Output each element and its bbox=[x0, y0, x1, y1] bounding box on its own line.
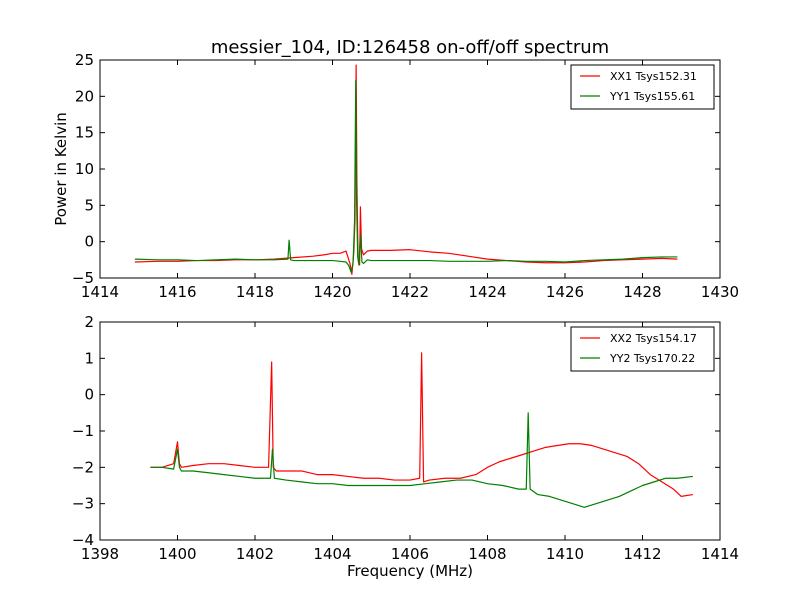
y-tick-label: 0 bbox=[84, 386, 94, 404]
x-tick-label: 1400 bbox=[158, 545, 196, 563]
bottom-x-ticks: 1398 1400 1402 1404 1406 1408 1410 1412 1414 bbox=[81, 322, 739, 563]
y-tick-label: 5 bbox=[84, 196, 94, 214]
legend-label-xx1: XX1 Tsys152.31 bbox=[610, 70, 697, 83]
chart-title: messier_104, ID:126458 on-off/off spectr… bbox=[211, 37, 609, 58]
top-y-ticks: −5 0 5 10 15 20 25 bbox=[72, 51, 720, 287]
legend-label-xx2: XX2 Tsys154.17 bbox=[610, 332, 697, 345]
y-tick-label: 2 bbox=[84, 313, 94, 331]
y-tick-label: 1 bbox=[84, 349, 94, 367]
x-tick-label: 1414 bbox=[701, 545, 739, 563]
series-line-yy2 bbox=[150, 412, 693, 508]
legend-label-yy2: YY2 Tsys170.22 bbox=[609, 352, 695, 365]
x-tick-label: 1404 bbox=[313, 545, 351, 563]
x-tick-label: 1416 bbox=[158, 283, 196, 301]
top-panel: 1414 1416 1418 1420 1422 1424 1426 1428 1430 −5 0… bbox=[52, 51, 739, 301]
y-tick-label: −2 bbox=[72, 458, 94, 476]
top-x-ticks: 1414 1416 1418 1420 1422 1424 1426 1428 1430 bbox=[81, 60, 739, 301]
bottom-legend: XX2 Tsys154.17 YY2 Tsys170.22 bbox=[570, 326, 715, 372]
bottom-x-axis-label: Frequency (MHz) bbox=[347, 562, 473, 580]
x-tick-label: 1428 bbox=[623, 283, 661, 301]
bottom-y-ticks: −4 −3 −2 −1 0 1 2 bbox=[72, 313, 720, 549]
x-tick-label: 1410 bbox=[546, 545, 584, 563]
y-tick-label: −4 bbox=[72, 531, 94, 549]
x-tick-label: 1402 bbox=[236, 545, 274, 563]
series-line-xx2 bbox=[150, 352, 693, 497]
bottom-panel: 1398 1400 1402 1404 1406 1408 1410 1412 1414 −4−… bbox=[72, 313, 739, 580]
x-tick-label: 1418 bbox=[236, 283, 274, 301]
bottom-series-lines bbox=[150, 352, 693, 508]
y-tick-label: 20 bbox=[75, 87, 94, 105]
y-tick-label: 10 bbox=[75, 160, 94, 178]
y-tick-label: −3 bbox=[72, 495, 94, 513]
series-line-yy1 bbox=[134, 79, 678, 273]
legend-label-yy1: YY1 Tsys155.61 bbox=[609, 90, 695, 103]
x-tick-label: 1424 bbox=[468, 283, 506, 301]
x-tick-label: 1430 bbox=[701, 283, 739, 301]
x-tick-label: 1412 bbox=[623, 545, 661, 563]
y-tick-label: 25 bbox=[75, 51, 94, 69]
x-tick-label: 1426 bbox=[546, 283, 584, 301]
series-line-xx1 bbox=[134, 64, 678, 275]
x-tick-label: 1406 bbox=[391, 545, 429, 563]
y-tick-label: 15 bbox=[75, 124, 94, 142]
x-tick-label: 1414 bbox=[81, 283, 119, 301]
x-tick-label: 1408 bbox=[468, 545, 506, 563]
x-tick-label: 1398 bbox=[81, 545, 119, 563]
y-tick-label: −5 bbox=[72, 269, 94, 287]
bottom-legend-box bbox=[570, 326, 715, 372]
top-series-lines bbox=[134, 64, 678, 275]
y-tick-label: −1 bbox=[72, 422, 94, 440]
x-tick-label: 1422 bbox=[391, 283, 429, 301]
x-tick-label: 1420 bbox=[313, 283, 351, 301]
y-tick-label: 0 bbox=[84, 233, 94, 251]
top-y-axis-label: Power in Kelvin bbox=[52, 112, 70, 226]
top-legend-box bbox=[570, 64, 715, 110]
top-legend: XX1 Tsys152.31 YY1 Tsys155.61 bbox=[570, 64, 715, 110]
